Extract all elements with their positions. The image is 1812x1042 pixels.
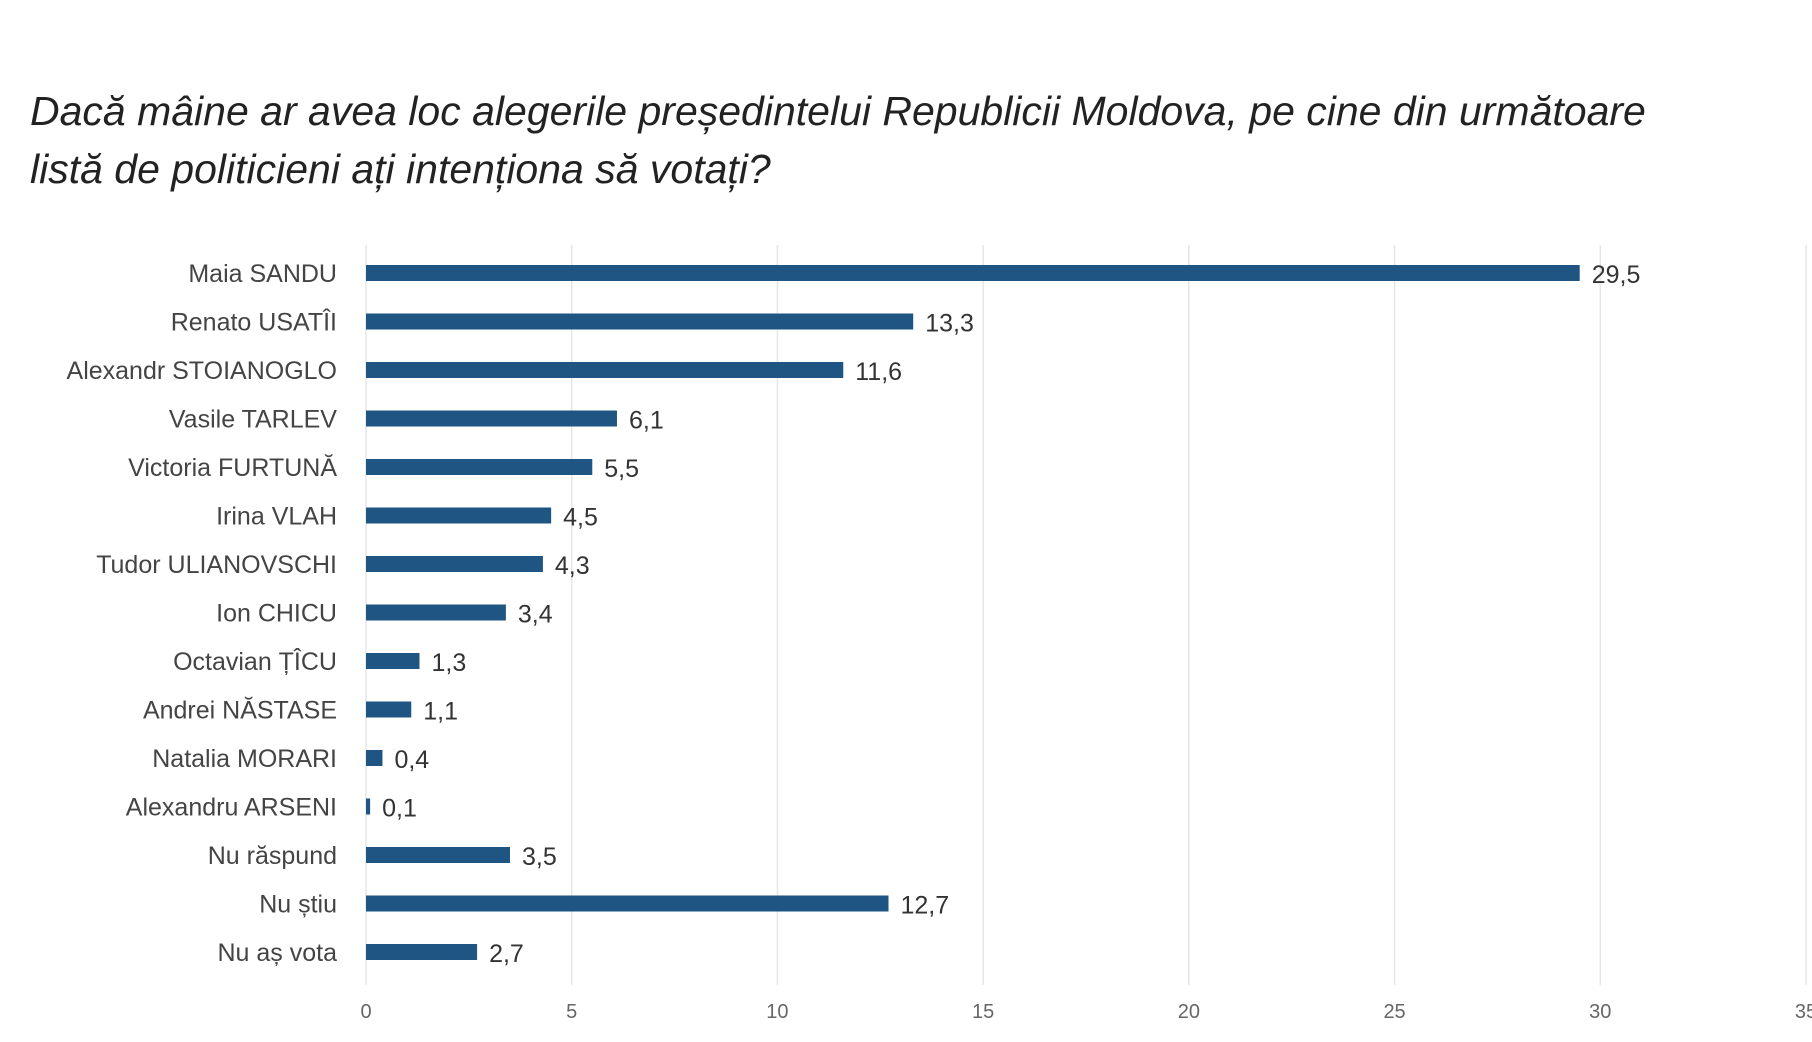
data-label: 1,1 <box>423 698 458 726</box>
category-label: Victoria FURTUNĂ <box>128 453 337 482</box>
data-label: 4,5 <box>563 504 598 532</box>
x-tick-label: 25 <box>1383 1001 1405 1023</box>
bar <box>366 410 617 427</box>
bar <box>366 459 593 475</box>
bar <box>366 798 371 815</box>
bar <box>366 604 506 621</box>
category-label: Ion CHICU <box>216 600 337 628</box>
bar <box>366 701 412 718</box>
chart-title: Dacă mâine ar avea loc alegerile președi… <box>30 88 1646 192</box>
category-label: Nu știu <box>259 891 337 919</box>
data-label: 0,1 <box>382 795 417 823</box>
bar <box>366 847 510 863</box>
x-tick-label: 5 <box>566 1001 577 1023</box>
data-label: 29,5 <box>1592 261 1641 289</box>
data-label: 0,4 <box>394 746 429 774</box>
category-label: Renato USATÎI <box>171 308 337 337</box>
x-tick-label: 0 <box>360 1001 371 1023</box>
category-label: Andrei NĂSTASE <box>143 696 337 725</box>
data-label: 3,5 <box>522 843 557 871</box>
x-tick-label: 35 <box>1795 1001 1812 1023</box>
category-label: Vasile TARLEV <box>169 406 337 434</box>
x-tick-label: 30 <box>1589 1001 1611 1023</box>
bar <box>366 895 889 912</box>
category-label: Alexandr STOIANOGLO <box>67 357 337 385</box>
data-label: 11,6 <box>855 358 902 386</box>
data-label: 13,3 <box>925 310 974 338</box>
data-label: 6,1 <box>629 407 664 435</box>
category-label: Alexandru ARSENI <box>126 794 337 822</box>
data-label: 1,3 <box>431 649 466 677</box>
category-label: Nu răspund <box>208 842 337 870</box>
bar <box>366 944 478 960</box>
bar <box>366 313 914 330</box>
bar <box>366 556 543 572</box>
data-label: 3,4 <box>518 601 553 629</box>
bar <box>366 507 552 524</box>
x-tick-label: 10 <box>766 1001 788 1023</box>
data-label: 4,3 <box>555 552 590 580</box>
category-label: Maia SANDU <box>188 260 337 288</box>
category-label: Nu aș vota <box>217 939 337 967</box>
x-tick-label: 15 <box>972 1001 994 1023</box>
data-label: 12,7 <box>901 892 950 920</box>
category-label: Tudor ULIANOVSCHI <box>96 551 337 579</box>
bar <box>366 653 420 669</box>
category-label: Octavian ȚÎCU <box>173 647 337 676</box>
category-label: Natalia MORARI <box>152 745 337 773</box>
bar <box>366 362 844 378</box>
x-tick-label: 20 <box>1178 1001 1200 1023</box>
category-label: Irina VLAH <box>216 503 337 531</box>
data-label: 2,7 <box>489 940 524 968</box>
bar <box>366 265 1580 281</box>
data-label: 5,5 <box>604 455 639 483</box>
bar <box>366 750 383 766</box>
